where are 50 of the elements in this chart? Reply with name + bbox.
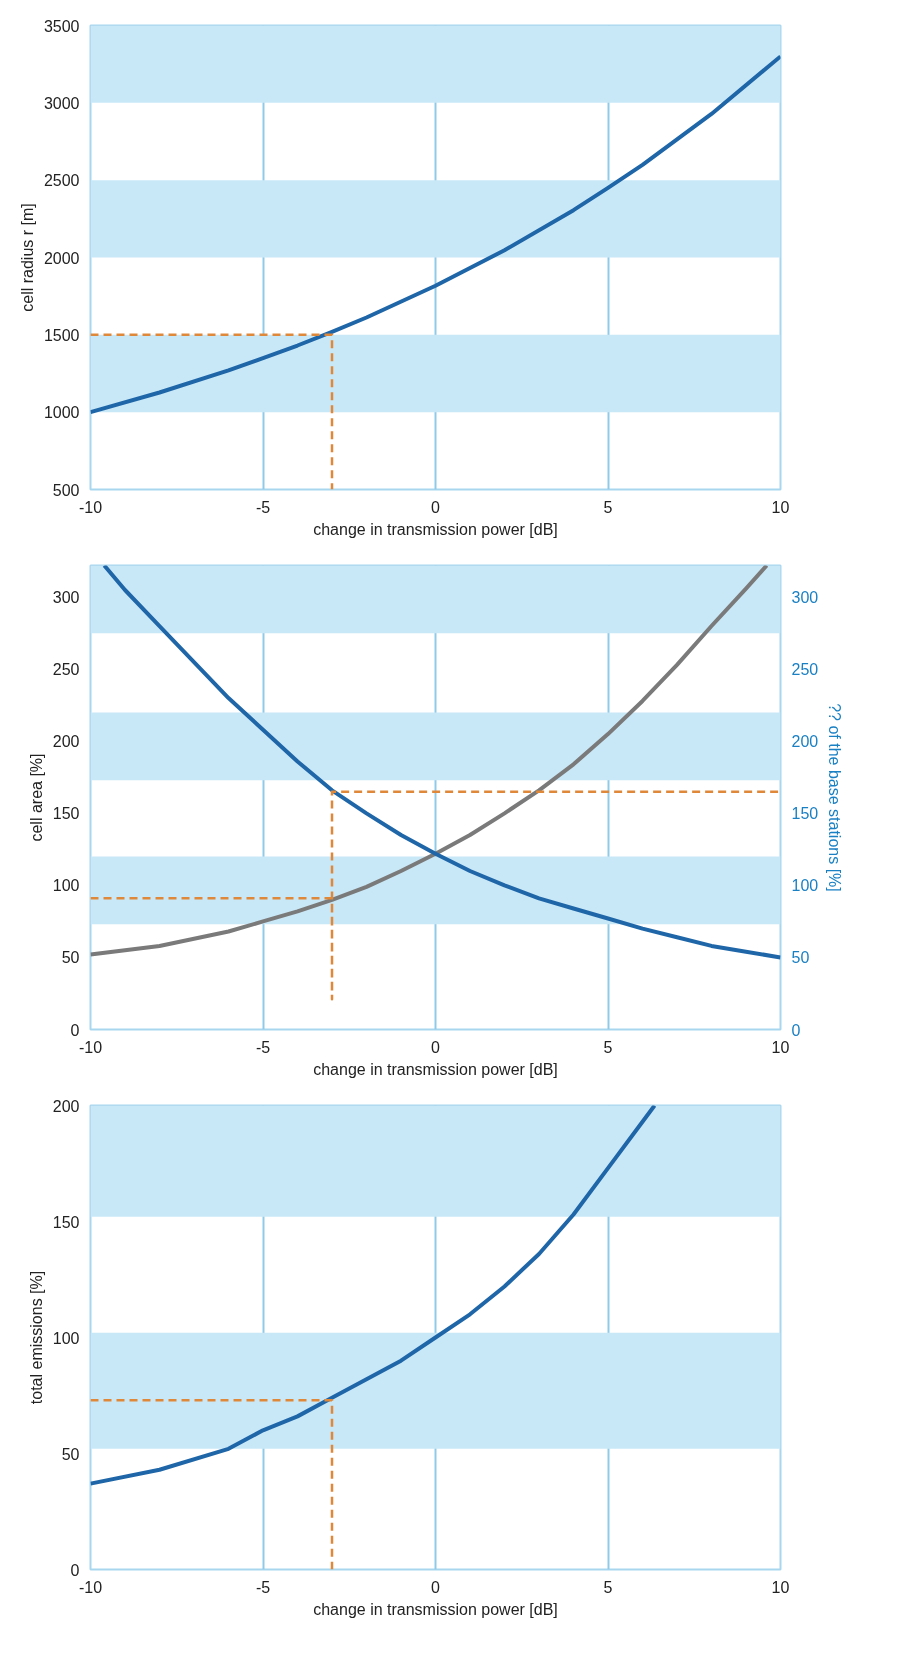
x-tick-label: 0 bbox=[431, 498, 441, 516]
y-tick-label: 3000 bbox=[43, 94, 80, 112]
y-tick-label: 200 bbox=[52, 1097, 80, 1115]
y-tick-label: 2500 bbox=[43, 172, 80, 190]
x-tick-label: -5 bbox=[255, 498, 271, 516]
y-tick-label: 100 bbox=[52, 1329, 80, 1347]
y-tick-label: 100 bbox=[52, 877, 80, 895]
y-tick-label: 250 bbox=[52, 661, 80, 679]
x-tick-label: 0 bbox=[431, 1038, 441, 1056]
y-tick-label: 200 bbox=[52, 733, 80, 751]
x-axis-title: change in transmission power [dB] bbox=[313, 1060, 558, 1078]
x-axis-title: change in transmission power [dB] bbox=[313, 1600, 558, 1618]
y2-tick-label: 250 bbox=[791, 661, 819, 679]
y-axis-title: cell radius r [m] bbox=[18, 203, 36, 312]
x-tick-label: 5 bbox=[603, 1578, 613, 1596]
y-tick-label: 300 bbox=[52, 589, 80, 607]
y2-tick-label: 0 bbox=[791, 1021, 801, 1039]
y-tick-label: 50 bbox=[61, 1445, 80, 1463]
line-series bbox=[90, 1105, 657, 1486]
y-tick-label: 1500 bbox=[43, 326, 80, 344]
y2-tick-label: 50 bbox=[791, 949, 810, 967]
x-tick-label: 0 bbox=[431, 1578, 441, 1596]
y-tick-label: 150 bbox=[52, 805, 80, 823]
y-tick-label: 150 bbox=[52, 1213, 80, 1231]
y-tick-label: 2000 bbox=[43, 249, 80, 267]
y2-tick-label: 150 bbox=[791, 805, 819, 823]
x-tick-label: 5 bbox=[603, 1038, 613, 1056]
y-tick-label: 3500 bbox=[43, 17, 80, 35]
x-tick-label: 10 bbox=[771, 1038, 790, 1056]
y2-axis-title: ?? of the base stations [%] bbox=[826, 703, 844, 892]
y-tick-label: 500 bbox=[52, 481, 80, 499]
x-tick-label: -10 bbox=[78, 1038, 103, 1056]
x-tick-label: 10 bbox=[771, 1578, 790, 1596]
x-tick-label: 10 bbox=[771, 498, 790, 516]
x-tick-label: 5 bbox=[603, 498, 613, 516]
y-tick-label: 1000 bbox=[43, 404, 80, 422]
y2-tick-label: 100 bbox=[791, 877, 819, 895]
y-axis-title: cell area [%] bbox=[27, 753, 45, 842]
y-tick-label: 50 bbox=[61, 949, 80, 967]
y2-tick-label: 200 bbox=[791, 733, 819, 751]
y2-tick-label: 300 bbox=[791, 589, 819, 607]
y-tick-label: 0 bbox=[70, 1021, 80, 1039]
x-tick-label: -10 bbox=[78, 498, 103, 516]
line-series bbox=[90, 54, 781, 415]
x-tick-label: -5 bbox=[255, 1038, 271, 1056]
y-axis-title: total emissions [%] bbox=[27, 1270, 45, 1405]
x-tick-label: -5 bbox=[255, 1578, 271, 1596]
x-axis-title: change in transmission power [dB] bbox=[313, 520, 558, 538]
x-tick-label: -10 bbox=[78, 1578, 103, 1596]
y-tick-label: 0 bbox=[70, 1561, 80, 1579]
